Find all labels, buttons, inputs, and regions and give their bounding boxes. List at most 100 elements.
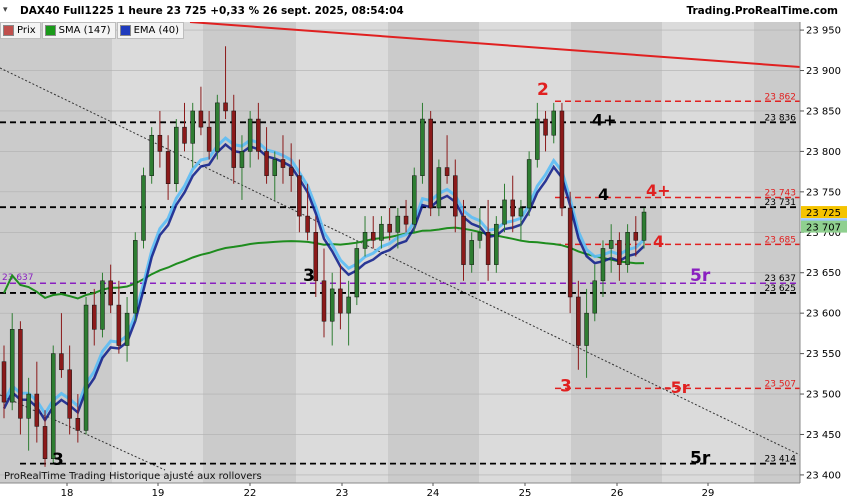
candle-body bbox=[346, 296, 351, 314]
y-tick-label: 23 750 bbox=[806, 187, 841, 198]
candle-body bbox=[190, 110, 195, 144]
candle-body bbox=[247, 118, 253, 152]
candle-body bbox=[403, 215, 409, 225]
legend-item-price[interactable]: Prix bbox=[0, 22, 41, 39]
candle-body bbox=[75, 418, 81, 431]
candles bbox=[1, 46, 647, 467]
candle-body bbox=[264, 151, 269, 176]
candle-body bbox=[461, 215, 466, 265]
candle-body bbox=[198, 110, 204, 128]
legend-label: EMA (40) bbox=[133, 25, 180, 36]
candle-body bbox=[510, 199, 515, 217]
candle-body bbox=[34, 393, 40, 427]
wave-label: 3 bbox=[560, 377, 572, 397]
candle-body bbox=[584, 312, 589, 346]
candle-body bbox=[157, 134, 163, 152]
candle-body bbox=[608, 240, 614, 249]
x-tick-label: 24 bbox=[427, 488, 440, 499]
candle-body bbox=[592, 280, 598, 314]
x-tick-label: 29 bbox=[702, 488, 715, 499]
candle-body bbox=[26, 393, 31, 419]
candle-body bbox=[617, 240, 622, 265]
collapse-caret-icon[interactable]: ▾ bbox=[3, 5, 8, 15]
price-swatch-icon bbox=[3, 25, 14, 36]
ema-swatch-icon bbox=[119, 25, 131, 36]
candle-body bbox=[625, 232, 630, 265]
candle-body bbox=[494, 223, 499, 265]
candle-body bbox=[387, 223, 392, 233]
candle-body bbox=[124, 312, 130, 346]
candle-body bbox=[42, 426, 48, 459]
y-tick-label: 23 950 bbox=[806, 26, 841, 37]
y-tick-label: 23 550 bbox=[806, 349, 841, 360]
candle-body bbox=[50, 353, 56, 459]
wave-label: 3 bbox=[303, 266, 315, 286]
ema-line-light bbox=[2, 136, 646, 417]
chart-title: DAX40 Full1225 1 heure 23 725 +0,33 % 26… bbox=[20, 5, 404, 17]
x-tick-label: 23 bbox=[336, 488, 349, 499]
legend-label: Prix bbox=[17, 25, 36, 36]
level-label: 23 836 bbox=[765, 113, 797, 123]
annotations: 2 4+ 4 4+ 4 5r 3 -5r 3 3 5r bbox=[52, 80, 711, 470]
candle-body bbox=[543, 118, 548, 136]
wave-label: 4 bbox=[598, 185, 609, 204]
y-tick-label: 23 400 bbox=[806, 470, 841, 481]
candle-body bbox=[535, 118, 540, 160]
day-band bbox=[662, 22, 754, 483]
candle-body bbox=[551, 110, 556, 136]
candle-body bbox=[444, 167, 450, 176]
candle-body bbox=[174, 126, 179, 185]
y-tick-label: 23 650 bbox=[806, 268, 841, 279]
plot-shade bbox=[0, 22, 800, 483]
wave-label: 4 bbox=[653, 232, 664, 251]
candle-body bbox=[272, 159, 278, 176]
candle-body bbox=[436, 167, 442, 209]
wave-label: 4+ bbox=[592, 111, 617, 130]
x-tick-label: 18 bbox=[61, 488, 74, 499]
candle-body bbox=[133, 240, 138, 314]
candle-body bbox=[116, 304, 122, 346]
candle-body bbox=[67, 369, 72, 419]
candle-body bbox=[641, 211, 647, 241]
x-axis-bg bbox=[0, 483, 850, 500]
x-tick-label: 22 bbox=[244, 488, 257, 499]
y-tick-label: 23 450 bbox=[806, 430, 841, 441]
x-tick-label: 19 bbox=[152, 488, 165, 499]
candle-body bbox=[280, 159, 286, 168]
x-tick-label: 25 bbox=[519, 488, 532, 499]
candle-body bbox=[321, 280, 327, 322]
chart-header: ▾ DAX40 Full1225 1 heure 23 725 +0,33 % … bbox=[0, 0, 850, 22]
candle-body bbox=[633, 232, 639, 241]
candle-body bbox=[182, 126, 187, 144]
candle-body bbox=[567, 207, 573, 298]
candle-body bbox=[395, 215, 401, 233]
candle-body bbox=[354, 248, 360, 298]
brand-label: Trading.ProRealTime.com bbox=[686, 5, 838, 17]
candle-body bbox=[428, 118, 433, 209]
level-label: 23 743 bbox=[765, 189, 797, 199]
descending-trendline bbox=[0, 67, 801, 456]
wave-label: 2 bbox=[537, 80, 549, 100]
resistance-trendline bbox=[189, 21, 801, 68]
candle-body bbox=[559, 110, 565, 209]
price-tag bbox=[801, 220, 847, 233]
candle-body bbox=[370, 232, 376, 241]
candle-body bbox=[313, 232, 319, 282]
candle-body bbox=[453, 175, 458, 217]
candle-body bbox=[92, 304, 97, 330]
legend-item-ema[interactable]: EMA (40) bbox=[116, 22, 185, 39]
candle-body bbox=[518, 207, 524, 217]
ema-line-dark bbox=[2, 142, 645, 423]
day-band bbox=[203, 22, 296, 483]
candle-body bbox=[412, 175, 417, 225]
candle-body bbox=[149, 134, 154, 176]
legend-item-sma[interactable]: SMA (147) bbox=[41, 22, 116, 39]
wave-label: 4+ bbox=[646, 181, 671, 200]
wave-label: 5r bbox=[690, 266, 711, 286]
candle-body bbox=[600, 248, 606, 282]
level-label: 23 637 bbox=[765, 274, 797, 284]
y-tick-label: 23 700 bbox=[806, 228, 841, 239]
candle-body bbox=[59, 353, 64, 371]
day-band bbox=[112, 22, 203, 483]
